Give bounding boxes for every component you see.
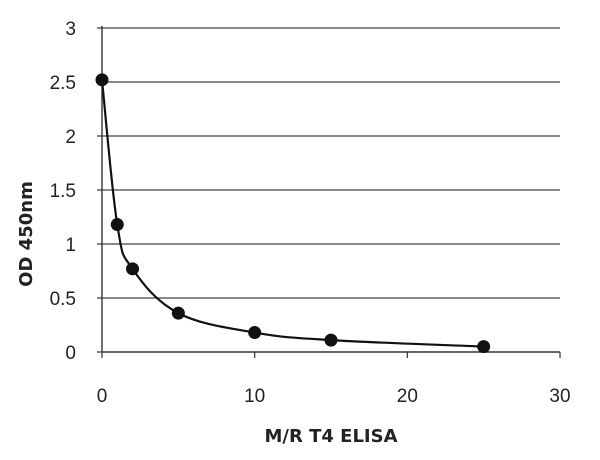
data-points bbox=[95, 73, 491, 354]
x-tick-label: 0 bbox=[97, 386, 108, 407]
x-tick-label: 10 bbox=[244, 386, 265, 407]
x-tick-label: 30 bbox=[549, 386, 570, 407]
y-tick-label: 0 bbox=[65, 343, 76, 364]
tick-labels: 00.511.522.530 10 20 30 bbox=[50, 19, 571, 407]
trend-line bbox=[100, 79, 484, 348]
data-point bbox=[248, 326, 262, 340]
y-tick-label: 2 bbox=[65, 127, 76, 148]
data-point bbox=[171, 306, 185, 320]
y-tick-label: 0.5 bbox=[50, 289, 76, 310]
data-point bbox=[324, 333, 338, 347]
x-tick-label: 20 bbox=[397, 386, 418, 407]
x-axis-title: M/R T4 ELISA bbox=[264, 426, 397, 447]
y-tick-label: 2.5 bbox=[50, 73, 76, 94]
data-point bbox=[126, 262, 140, 276]
data-point bbox=[477, 340, 491, 354]
y-tick-label: 1 bbox=[65, 235, 76, 256]
y-axis-title: OD 450nm bbox=[16, 181, 37, 287]
axes bbox=[97, 26, 561, 358]
y-tick-label: 3 bbox=[65, 19, 76, 40]
data-point bbox=[95, 73, 109, 87]
grid-lines bbox=[102, 27, 560, 299]
data-point bbox=[110, 218, 124, 232]
y-tick-label: 1.5 bbox=[50, 181, 76, 202]
